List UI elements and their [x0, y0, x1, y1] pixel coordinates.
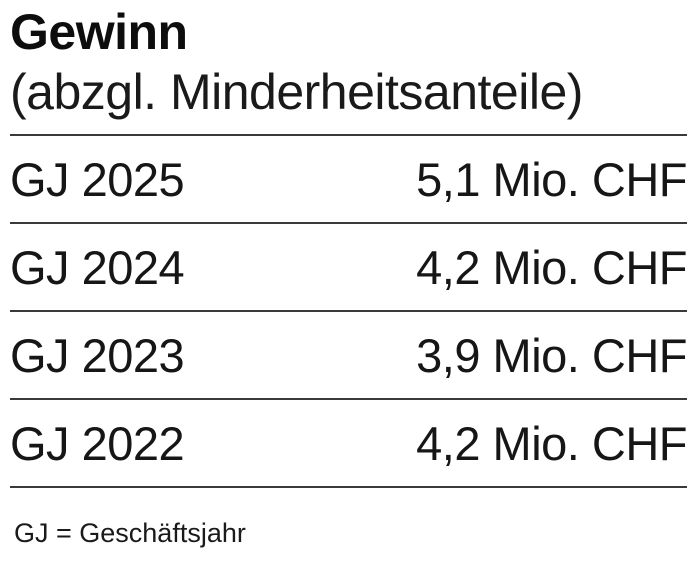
row-profit-value: 3,9 Mio. CHF — [416, 328, 687, 382]
profit-table-panel: Gewinn (abzgl. Minderheitsanteile) GJ 20… — [10, 4, 687, 548]
row-year-label: GJ 2024 — [10, 240, 185, 294]
row-year-label: GJ 2023 — [10, 328, 185, 382]
table-header: Gewinn (abzgl. Minderheitsanteile) — [10, 4, 687, 136]
profit-table: GJ 2025 5,1 Mio. CHF GJ 2024 4,2 Mio. CH… — [10, 136, 687, 488]
row-profit-value: 4,2 Mio. CHF — [416, 416, 687, 470]
row-year-label: GJ 2022 — [10, 416, 185, 470]
footnote-abbreviation: GJ = Geschäftsjahr — [14, 518, 246, 548]
table-row-gj2023: GJ 2023 3,9 Mio. CHF — [10, 312, 687, 400]
page-subtitle: (abzgl. Minderheitsanteile) — [10, 64, 583, 120]
page-title: Gewinn — [10, 4, 188, 60]
table-row-gj2025: GJ 2025 5,1 Mio. CHF — [10, 136, 687, 224]
table-row-gj2022: GJ 2022 4,2 Mio. CHF — [10, 400, 687, 488]
row-profit-value: 5,1 Mio. CHF — [416, 152, 687, 206]
row-profit-value: 4,2 Mio. CHF — [416, 240, 687, 294]
row-year-label: GJ 2025 — [10, 152, 185, 206]
table-row-gj2024: GJ 2024 4,2 Mio. CHF — [10, 224, 687, 312]
